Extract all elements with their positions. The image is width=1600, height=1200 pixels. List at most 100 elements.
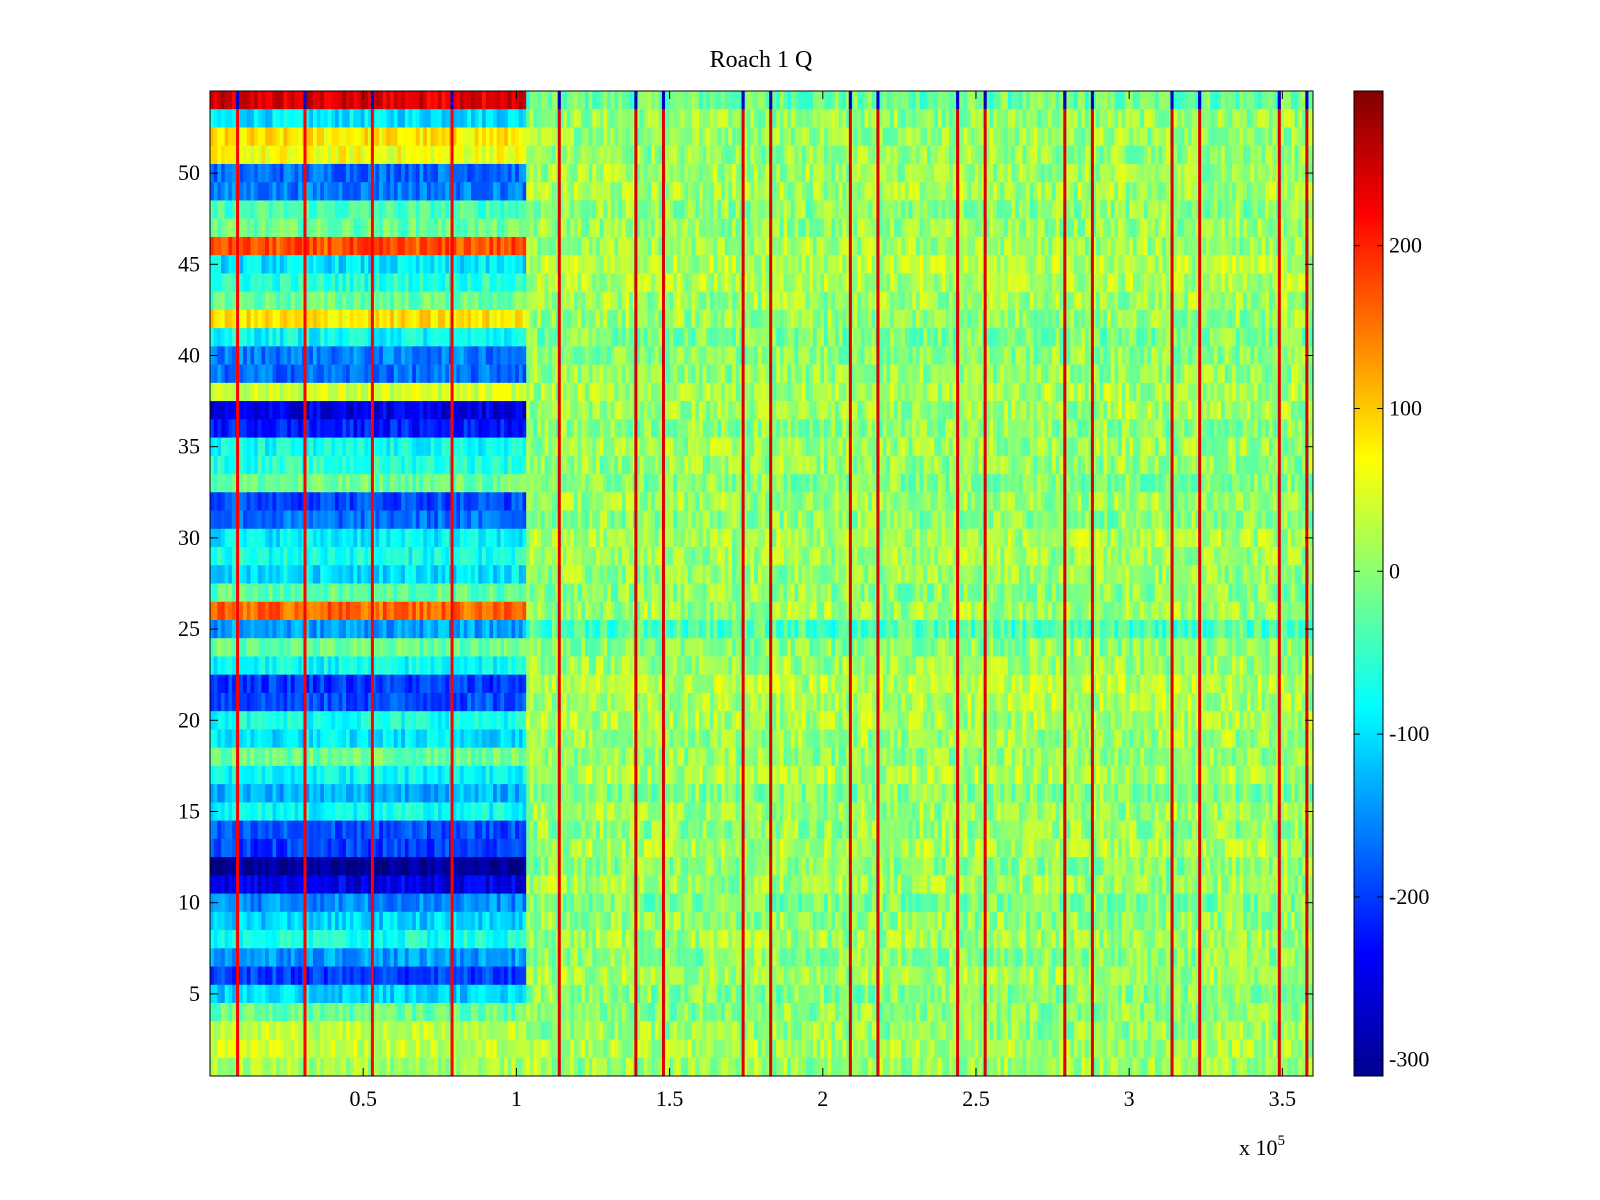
heatmap-cell: [232, 182, 237, 202]
heatmap-cell: [537, 364, 542, 384]
heatmap-cell: [621, 309, 627, 329]
heatmap-cell: [1077, 346, 1082, 366]
heatmap-cell: [820, 382, 825, 402]
heatmap-cell: [842, 364, 847, 384]
heatmap-cell: [346, 109, 351, 129]
heatmap-cell: [1154, 109, 1160, 129]
heatmap-cell: [787, 109, 792, 129]
heatmap-cell: [507, 309, 513, 329]
heatmap-cell: [1187, 91, 1193, 110]
heatmap-cell: [544, 364, 549, 384]
heatmap-cell: [371, 291, 377, 311]
heatmap-cell: [684, 91, 689, 110]
heatmap-cell: [1055, 291, 1060, 311]
heatmap-cell: [750, 218, 755, 238]
heatmap-cell: [842, 346, 847, 366]
heatmap-cell: [1004, 218, 1009, 238]
heatmap-cell: [1217, 200, 1222, 220]
heatmap-cell: [621, 182, 627, 202]
heatmap-cell: [1254, 218, 1259, 238]
heatmap-cell: [1298, 328, 1303, 347]
heatmap-cell: [489, 109, 494, 129]
heatmap-cell: [1026, 364, 1031, 384]
heatmap-cell: [1037, 109, 1042, 129]
heatmap-cell: [382, 91, 388, 110]
heatmap-cell: [1254, 291, 1259, 311]
heatmap-cell: [559, 382, 564, 402]
heatmap-cell: [1121, 273, 1127, 293]
heatmap-cell: [279, 182, 285, 202]
heatmap-cell: [1309, 145, 1313, 165]
heatmap-cell: [879, 200, 884, 220]
heatmap-cell: [228, 309, 233, 329]
heatmap-cell: [647, 127, 652, 147]
heatmap-cell: [1210, 109, 1215, 129]
heatmap-cell: [537, 200, 542, 220]
heatmap-cell: [654, 91, 660, 110]
heatmap-cell: [265, 328, 270, 347]
heatmap-cell: [621, 236, 627, 256]
heatmap-cell: [1007, 182, 1013, 202]
heatmap-cell: [673, 109, 678, 129]
heatmap-cell: [687, 91, 693, 110]
heatmap-cell: [750, 382, 755, 402]
heatmap-cell: [478, 291, 483, 311]
heatmap-cell: [529, 218, 535, 238]
heatmap-cell: [1191, 127, 1196, 147]
heatmap-cell: [728, 291, 733, 311]
heatmap-cell: [1290, 364, 1296, 384]
heatmap-cell: [463, 273, 468, 293]
heatmap-cell: [1055, 364, 1060, 384]
heatmap-cell: [607, 145, 612, 165]
heatmap-cell: [724, 364, 730, 384]
heatmap-cell: [831, 91, 836, 110]
heatmap-cell: [868, 309, 873, 329]
heatmap-cell: [1004, 328, 1009, 347]
heatmap-cell: [787, 328, 792, 347]
heatmap-cell: [949, 218, 954, 238]
heatmap-cell: [290, 309, 296, 329]
heatmap-cell: [1040, 200, 1046, 220]
heatmap-cell: [790, 236, 796, 256]
heatmap-cell: [493, 236, 498, 256]
heatmap-cell: [1257, 200, 1263, 220]
heatmap-cell: [846, 109, 851, 129]
heatmap-cell: [360, 255, 366, 275]
heatmap-cell: [261, 382, 266, 402]
heatmap-cell: [1000, 218, 1005, 238]
heatmap-cell: [1118, 218, 1123, 238]
heatmap-cell: [393, 364, 399, 384]
heatmap-cell: [1077, 273, 1082, 293]
heatmap-cell: [335, 182, 340, 202]
heatmap-cell: [963, 109, 968, 129]
heatmap-cell: [886, 255, 891, 275]
heatmap-cell: [1143, 328, 1149, 347]
heatmap-cell: [423, 182, 428, 202]
heatmap-cell: [831, 291, 836, 311]
heatmap-cell: [1059, 163, 1064, 183]
heatmap-cell: [1180, 346, 1185, 366]
heatmap-cell: [603, 291, 608, 311]
heatmap-cell: [471, 218, 476, 238]
heatmap-cell: [585, 346, 590, 366]
heatmap-cell: [893, 382, 899, 402]
heatmap-cell: [371, 145, 377, 165]
heatmap-cell: [783, 127, 788, 147]
heatmap-cell: [426, 309, 432, 329]
heatmap-cell: [320, 109, 325, 129]
heatmap-cell: [640, 309, 645, 329]
heatmap-cell: [1033, 236, 1038, 256]
heatmap-cell: [1110, 109, 1116, 129]
heatmap-cell: [290, 218, 296, 238]
heatmap-cell: [272, 346, 277, 366]
heatmap-cell: [1158, 91, 1163, 110]
heatmap-cell: [945, 328, 950, 347]
heatmap-cell: [853, 218, 858, 238]
heatmap-cell: [750, 364, 755, 384]
heatmap-cell: [1147, 291, 1152, 311]
heatmap-cell: [625, 182, 630, 202]
heatmap-cell: [893, 163, 899, 183]
heatmap-cell: [335, 200, 340, 220]
heatmap-cell: [500, 200, 505, 220]
heatmap-cell: [511, 109, 516, 129]
